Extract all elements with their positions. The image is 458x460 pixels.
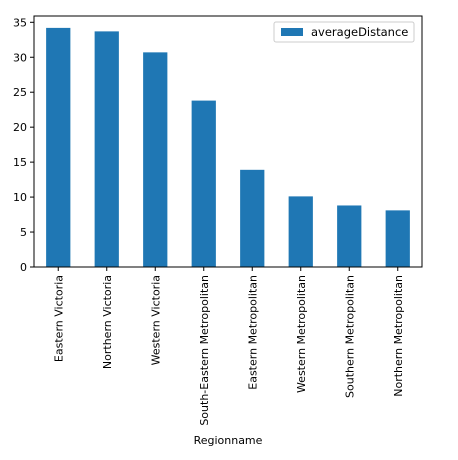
- x-axis: Eastern Victoria Northern Victoria Western…: [52, 267, 405, 426]
- y-tick-label: 20: [13, 121, 27, 134]
- bar-eastern-metropolitan: [240, 169, 265, 267]
- bar-eastern-victoria: [46, 27, 71, 268]
- x-tick-label: Western Victoria: [149, 275, 162, 365]
- x-tick-label: Northern Metropolitan: [392, 275, 405, 397]
- legend-label: averageDistance: [311, 25, 408, 39]
- y-tick-label: 35: [13, 16, 27, 29]
- bar-western-metropolitan: [288, 196, 313, 267]
- y-axis: 0 5 10 15 20 25 30 35: [13, 16, 34, 274]
- bar-northern-metropolitan: [385, 210, 410, 267]
- x-tick-label: Eastern Victoria: [52, 275, 65, 362]
- plot-frame: [33, 15, 423, 268]
- y-tick-label: 30: [13, 51, 27, 64]
- x-tick-label: South-Eastern Metropolitan: [198, 275, 211, 426]
- y-tick-label: 25: [13, 86, 27, 99]
- y-tick-label: 0: [20, 261, 27, 274]
- y-tick-label: 10: [13, 191, 27, 204]
- bar-south-eastern-metropolitan: [191, 100, 216, 268]
- legend-box: [273, 21, 415, 43]
- x-tick-label: Eastern Metropolitan: [246, 275, 259, 390]
- x-tick-label: Western Metropolitan: [295, 275, 308, 393]
- x-tick-label: Northern Victoria: [101, 275, 114, 369]
- x-tick-label: Southern Metropolitan: [343, 275, 356, 398]
- legend: averageDistance: [273, 21, 415, 43]
- bar-northern-victoria: [94, 31, 119, 267]
- x-axis-title: Regionname: [194, 434, 263, 447]
- bars-group: [46, 27, 410, 268]
- y-tick-label: 5: [20, 226, 27, 239]
- legend-swatch: [281, 28, 303, 36]
- y-tick-label: 15: [13, 156, 27, 169]
- bar-southern-metropolitan: [337, 205, 362, 267]
- bar-western-victoria: [143, 52, 168, 268]
